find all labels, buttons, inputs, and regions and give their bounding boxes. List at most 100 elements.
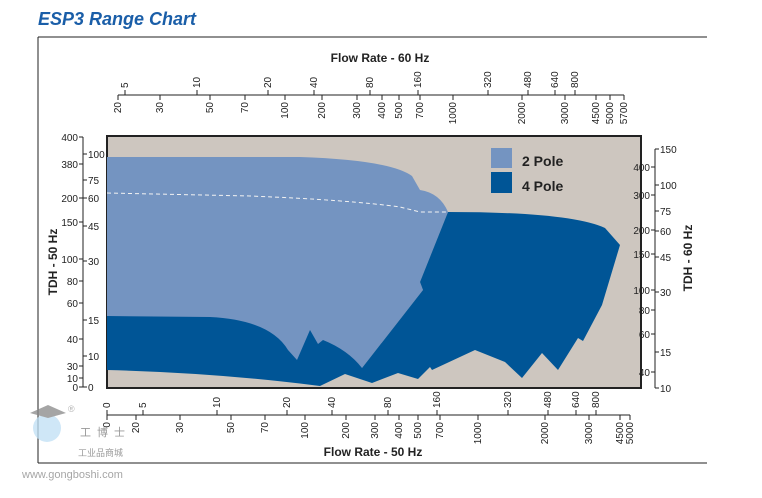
bottom-axis-upper-label: 10 xyxy=(212,396,223,408)
top-axis-upper-label: 800 xyxy=(570,71,581,88)
right-axis-outer-label: 300 xyxy=(633,191,650,202)
right-axis-outer-label: 40 xyxy=(639,368,651,379)
top-axis-lower-label: 3000 xyxy=(560,102,571,125)
right-axis-outer-label: 150 xyxy=(633,250,650,261)
left-axis-title: TDH - 50 Hz xyxy=(46,229,60,296)
top-axis-lower-label: 4500 xyxy=(591,102,602,125)
chart-title: ESP3 Range Chart xyxy=(38,9,197,29)
right-axis-title: TDH - 60 Hz xyxy=(681,225,695,292)
top-axis-lower-label: 1000 xyxy=(448,102,459,125)
bottom-axis-upper-label: 480 xyxy=(543,391,554,408)
left-axis-inner-label: 15 xyxy=(88,316,100,327)
top-axis-upper-label: 40 xyxy=(309,76,320,88)
watermark-reg: ® xyxy=(68,404,75,414)
watermark-brand: 工博士 xyxy=(80,426,131,439)
bottom-axis-title: Flow Rate - 50 Hz xyxy=(324,445,423,459)
mascot-icon xyxy=(33,414,61,442)
bottom-axis-upper-label: 640 xyxy=(571,391,582,408)
bottom-axis-lower-label: 200 xyxy=(341,422,352,439)
bottom-axis-lower-label: 20 xyxy=(131,422,142,434)
left-axis-outer-label: 400 xyxy=(61,133,78,144)
left-axis-inner-label: 75 xyxy=(88,176,100,187)
right-axis-inner-label: 45 xyxy=(660,253,672,264)
left-axis-outer-label: 80 xyxy=(67,277,79,288)
right-axis-inner-label: 15 xyxy=(660,348,672,359)
left-axis-outer-label: 0 xyxy=(72,383,78,394)
watermark: ® 工博士 工业品商城 www.gongboshi.com xyxy=(21,404,131,481)
left-axis-inner-label: 10 xyxy=(88,352,100,363)
bottom-axis-lower-label: 3000 xyxy=(584,422,595,445)
top-axis-lower-label: 5000 xyxy=(605,102,616,125)
left-axis-inner-label: 0 xyxy=(88,383,94,394)
right-axis-outer-label: 400 xyxy=(633,163,650,174)
bottom-axis-lower-label: 100 xyxy=(300,422,311,439)
top-axis-lower-label: 70 xyxy=(240,102,251,114)
bottom-axis-lower-label: 0 xyxy=(102,422,113,428)
top-axis-lower-label: 400 xyxy=(377,102,388,119)
top-axis-lower-label: 700 xyxy=(415,102,426,119)
top-axis-lower-label: 50 xyxy=(205,102,216,114)
right-axis-inner-label: 60 xyxy=(660,227,672,238)
left-axis-outer-label: 380 xyxy=(61,160,78,171)
top-axis-upper-label: 320 xyxy=(483,71,494,88)
top-axis-lower-label: 200 xyxy=(317,102,328,119)
right-axis-outer-label: 200 xyxy=(633,226,650,237)
bottom-axis-upper-label: 0 xyxy=(102,402,113,408)
top-axis-upper-label: 10 xyxy=(192,76,203,88)
bottom-axis-lower-label: 4500 xyxy=(615,422,626,445)
bottom-axis-lower-label: 5000 xyxy=(625,422,636,445)
bottom-axis-lower-label: 500 xyxy=(413,422,424,439)
bottom-axis-lower-label: 700 xyxy=(435,422,446,439)
bottom-axis-upper-label: 160 xyxy=(432,391,443,408)
bottom-axis-lower-label: 30 xyxy=(175,422,186,434)
left-axis-outer-label: 100 xyxy=(61,255,78,266)
top-axis-lower-label: 500 xyxy=(394,102,405,119)
left-axis-outer-label: 10 xyxy=(67,374,79,385)
graduation-cap-icon xyxy=(30,405,66,418)
bottom-axis-lower-label: 50 xyxy=(226,422,237,434)
left-axis-outer-label: 40 xyxy=(67,335,79,346)
top-axis-lower-label: 5700 xyxy=(619,102,630,125)
watermark-subtitle: 工业品商城 xyxy=(78,447,123,458)
top-axis-lower-label: 300 xyxy=(352,102,363,119)
right-axis-inner-label: 75 xyxy=(660,207,672,218)
bottom-axis-lower-label: 70 xyxy=(260,422,271,434)
bottom-axis-lower-label: 1000 xyxy=(473,422,484,445)
two-pole-region xyxy=(107,157,448,368)
right-axis-inner-label: 100 xyxy=(660,181,677,192)
bottom-axis-upper-label: 20 xyxy=(282,396,293,408)
four-pole-region xyxy=(107,212,620,386)
legend-label-2-pole: 2 Pole xyxy=(522,153,563,169)
bottom-axis-upper-label: 800 xyxy=(591,391,602,408)
bottom-axis-upper-label: 5 xyxy=(138,402,149,408)
bottom-axis-lower-label: 400 xyxy=(394,422,405,439)
left-axis-inner-label: 100 xyxy=(88,150,105,161)
left-axis-outer-label: 150 xyxy=(61,218,78,229)
boundary-dashed-line xyxy=(106,192,448,213)
left-axis-outer-label: 60 xyxy=(67,299,79,310)
right-axis-inner-label: 10 xyxy=(660,384,672,395)
top-axis-upper-label: 80 xyxy=(365,76,376,88)
right-axis-outer-label: 60 xyxy=(639,330,651,341)
top-axis-upper-label: 640 xyxy=(550,71,561,88)
legend-swatch-4-pole xyxy=(491,172,512,193)
top-axis-lower-label: 20 xyxy=(113,102,124,114)
top-axis-upper-label: 20 xyxy=(263,76,274,88)
top-axis-upper-label: 5 xyxy=(120,82,131,88)
top-axis-lower-label: 100 xyxy=(280,102,291,119)
left-axis-inner-label: 45 xyxy=(88,222,100,233)
top-axis-lower-label: 2000 xyxy=(517,102,528,125)
right-axis-inner-label: 30 xyxy=(660,288,672,299)
bottom-axis-upper-label: 80 xyxy=(383,396,394,408)
watermark-url: www.gongboshi.com xyxy=(21,469,123,481)
top-axis-upper-label: 160 xyxy=(413,71,424,88)
right-axis-outer-label: 100 xyxy=(633,286,650,297)
top-axis-lower-label: 30 xyxy=(155,102,166,114)
right-axis-outer-label: 80 xyxy=(639,306,651,317)
left-axis-inner-label: 30 xyxy=(88,257,100,268)
bottom-axis-upper-label: 320 xyxy=(503,391,514,408)
top-axis-title: Flow Rate - 60 Hz xyxy=(331,51,430,65)
legend-swatch-2-pole xyxy=(491,148,512,168)
top-axis-upper-label: 480 xyxy=(523,71,534,88)
